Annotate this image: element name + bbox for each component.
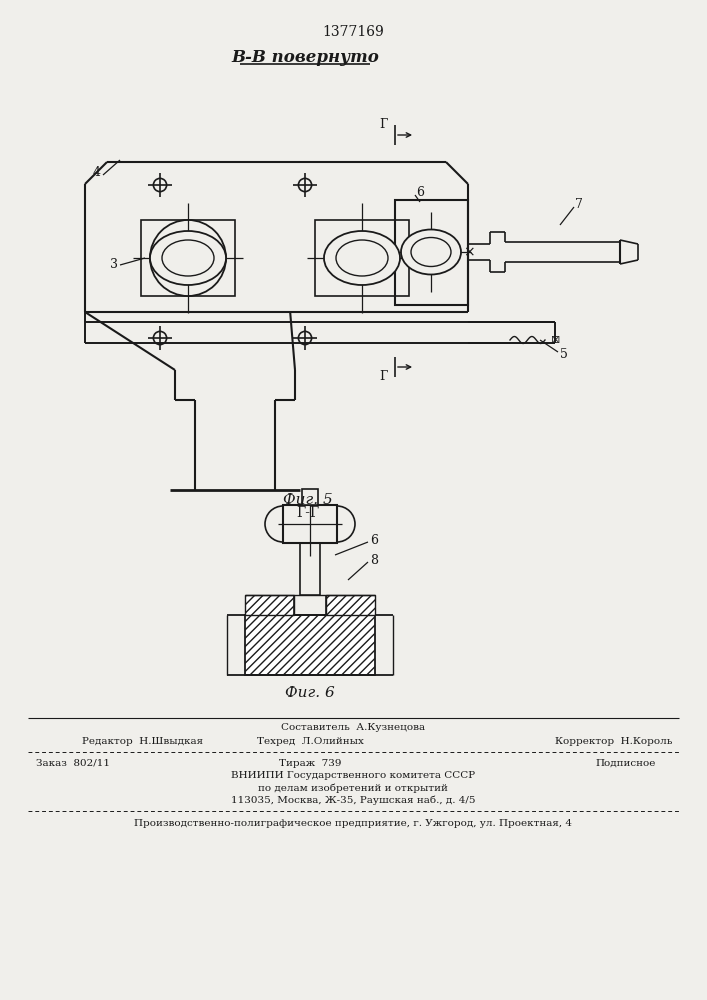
Bar bbox=[141, 220, 235, 296]
Bar bbox=[283, 505, 337, 543]
Text: Фиг. 6: Фиг. 6 bbox=[285, 686, 335, 700]
Bar bbox=[245, 595, 294, 615]
Bar bbox=[326, 595, 375, 615]
Text: 5: 5 bbox=[560, 349, 568, 361]
Ellipse shape bbox=[324, 231, 400, 285]
Text: 4: 4 bbox=[93, 165, 101, 178]
Text: Корректор  Н.Король: Корректор Н.Король bbox=[555, 738, 672, 746]
Bar bbox=[395, 200, 468, 305]
Text: ×: × bbox=[463, 245, 475, 259]
Text: по делам изобретений и открытий: по делам изобретений и открытий bbox=[258, 783, 448, 793]
Text: Тираж  739: Тираж 739 bbox=[279, 758, 341, 768]
Bar bbox=[245, 615, 375, 675]
Text: 113035, Москва, Ж-35, Раушская наб., д. 4/5: 113035, Москва, Ж-35, Раушская наб., д. … bbox=[230, 795, 475, 805]
Text: Фиг. 5: Фиг. 5 bbox=[283, 493, 333, 507]
Bar bbox=[315, 220, 409, 296]
Circle shape bbox=[150, 220, 226, 296]
Ellipse shape bbox=[162, 240, 214, 276]
Ellipse shape bbox=[150, 231, 226, 285]
Ellipse shape bbox=[401, 230, 461, 274]
Text: ВНИИПИ Государственного комитета СССР: ВНИИПИ Государственного комитета СССР bbox=[231, 772, 475, 780]
Text: Производственно-полиграфическое предприятие, г. Ужгород, ул. Проектная, 4: Производственно-полиграфическое предприя… bbox=[134, 820, 572, 828]
Text: 8: 8 bbox=[370, 554, 378, 566]
Text: 6: 6 bbox=[370, 534, 378, 546]
Bar bbox=[300, 543, 320, 595]
Text: 6: 6 bbox=[416, 186, 424, 198]
Bar bbox=[302, 489, 318, 505]
Text: 7: 7 bbox=[575, 198, 583, 211]
Text: В-В повернуто: В-В повернуто bbox=[231, 48, 379, 66]
Text: Редактор  Н.Швыдкая: Редактор Н.Швыдкая bbox=[82, 738, 203, 746]
Text: Составитель  А.Кузнецова: Составитель А.Кузнецова bbox=[281, 724, 425, 732]
Text: Г: Г bbox=[380, 118, 388, 131]
Text: Г-Г: Г-Г bbox=[296, 506, 320, 520]
Ellipse shape bbox=[336, 240, 388, 276]
Text: Подписное: Подписное bbox=[595, 758, 655, 768]
Text: Заказ  802/11: Заказ 802/11 bbox=[36, 758, 110, 768]
Ellipse shape bbox=[411, 237, 451, 266]
Text: Г: Г bbox=[380, 370, 388, 383]
Text: Техред  Л.Олийных: Техред Л.Олийных bbox=[257, 738, 363, 746]
Text: 3: 3 bbox=[110, 258, 118, 271]
Text: 1377169: 1377169 bbox=[322, 25, 384, 39]
Text: ⊠: ⊠ bbox=[551, 335, 561, 345]
